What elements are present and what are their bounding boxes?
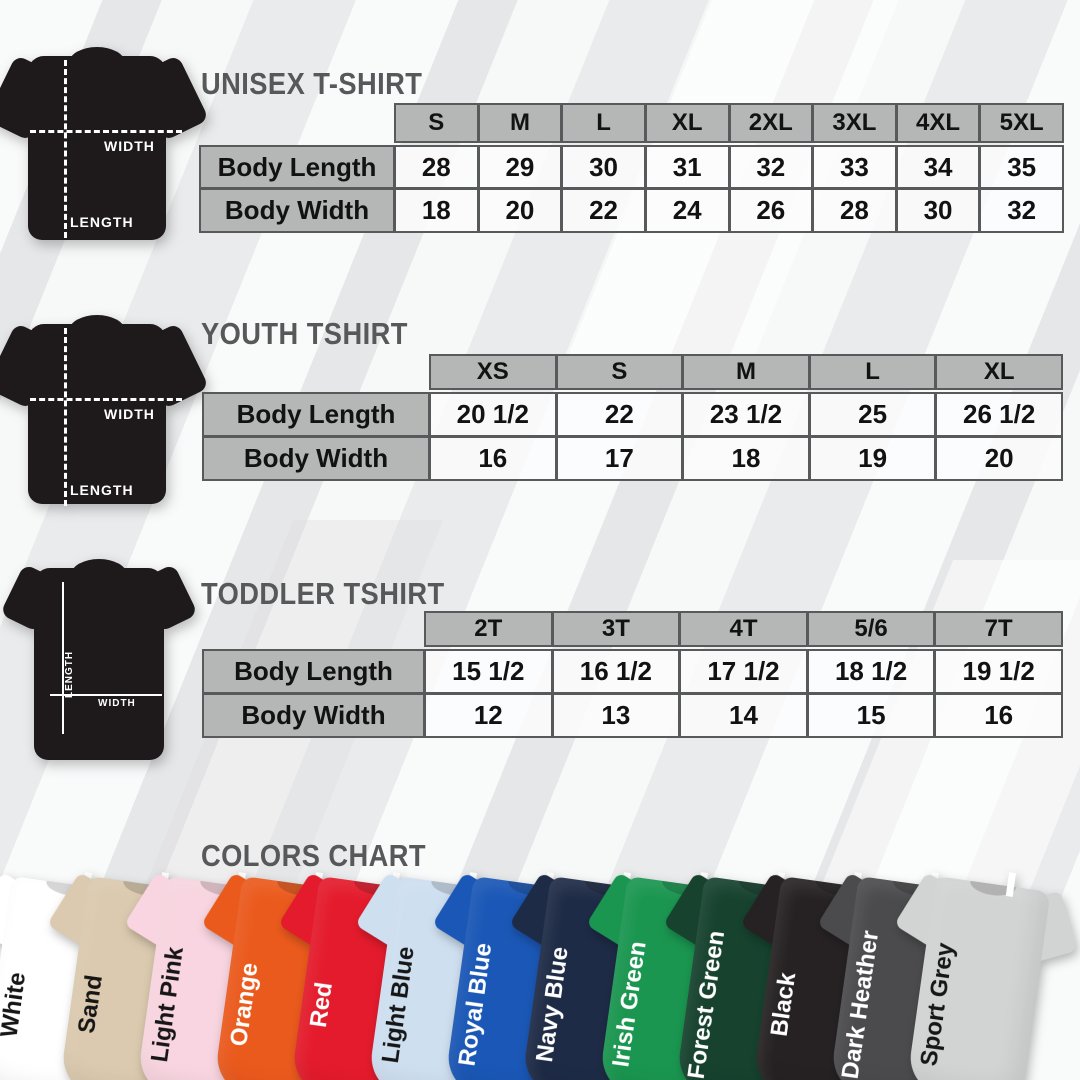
length-measure-line <box>62 582 64 734</box>
size-value-cell: 25 <box>808 392 937 437</box>
measurement-row-label: Body Width <box>202 436 430 481</box>
size-value-cell: 18 1/2 <box>806 649 936 694</box>
length-measure-line <box>64 328 67 506</box>
size-column-header: XL <box>644 103 730 143</box>
size-column-header: 7T <box>934 611 1063 647</box>
size-value-cell: 30 <box>561 145 646 189</box>
size-column-header: XS <box>429 354 557 390</box>
size-column-header: S <box>555 354 684 390</box>
size-value-cell: 23 1/2 <box>682 392 810 437</box>
size-value-cell: 19 <box>808 436 937 481</box>
size-value-cell: 15 1/2 <box>424 649 553 694</box>
size-value-cell: 35 <box>979 145 1064 189</box>
size-column-header: 3T <box>551 611 681 647</box>
size-column-header: 4XL <box>895 103 981 143</box>
size-value-cell: 22 <box>561 188 646 233</box>
length-measure-line <box>64 60 67 238</box>
size-column-header: 2XL <box>728 103 814 143</box>
size-column-header: S <box>394 103 479 143</box>
youth-shirt-measure-diagram: WIDTH LENGTH <box>0 312 210 510</box>
unisex-section-title: UNISEX T-SHIRT <box>201 66 423 101</box>
size-value-cell: 33 <box>812 145 897 189</box>
size-column-header: 5XL <box>979 103 1064 143</box>
table-corner-cell <box>203 612 425 650</box>
table-corner-cell <box>203 355 430 393</box>
size-column-header: L <box>808 354 937 390</box>
measurement-row-label: Body Width <box>202 693 425 738</box>
size-value-cell: 34 <box>895 145 981 189</box>
size-value-cell: 18 <box>682 436 810 481</box>
shirt-collar <box>69 315 125 333</box>
width-label: WIDTH <box>104 138 155 154</box>
size-column-header: XL <box>935 354 1063 390</box>
size-value-cell: 31 <box>644 145 730 189</box>
shirt-collar <box>69 47 125 65</box>
size-value-cell: 20 1/2 <box>429 392 557 437</box>
width-label: WIDTH <box>98 698 136 709</box>
size-value-cell: 19 1/2 <box>934 649 1063 694</box>
measurement-row-label: Body Length <box>202 392 430 437</box>
size-value-cell: 29 <box>477 145 563 189</box>
size-value-cell: 13 <box>551 693 681 738</box>
size-column-header: 4T <box>679 611 808 647</box>
size-value-cell: 16 <box>934 693 1063 738</box>
size-column-header: 2T <box>424 611 553 647</box>
size-value-cell: 18 <box>394 188 479 233</box>
size-value-cell: 26 1/2 <box>935 392 1063 437</box>
size-value-cell: 26 <box>728 188 814 233</box>
youth-size-table: XS S M L XL Body Length 20 1/2 22 23 1/2 25 26 1/2… <box>202 354 1063 481</box>
youth-section-title: YOUTH TSHIRT <box>201 316 408 351</box>
size-column-header: 3XL <box>812 103 897 143</box>
size-value-cell: 28 <box>812 188 897 233</box>
size-value-cell: 17 <box>555 436 684 481</box>
toddler-section-title: TODDLER TSHIRT <box>201 576 445 611</box>
measurement-row-label: Body Length <box>199 145 395 189</box>
size-value-cell: 16 1/2 <box>551 649 681 694</box>
colors-chart-title: COLORS CHART <box>201 838 427 873</box>
size-column-header: M <box>682 354 810 390</box>
size-value-cell: 32 <box>979 188 1064 233</box>
size-value-cell: 24 <box>644 188 730 233</box>
toddler-size-table: 2T 3T 4T 5/6 7T Body Length 15 1/2 16 1/2 17 1/2… <box>202 611 1063 738</box>
length-label: LENGTH <box>64 650 75 698</box>
size-value-cell: 17 1/2 <box>679 649 808 694</box>
shirt-body <box>28 324 166 504</box>
size-value-cell: 12 <box>424 693 553 738</box>
width-measure-line <box>30 130 182 133</box>
size-column-header: L <box>561 103 646 143</box>
measurement-row-label: Body Length <box>202 649 425 694</box>
width-measure-line <box>50 694 162 696</box>
size-value-cell: 16 <box>429 436 557 481</box>
size-value-cell: 15 <box>806 693 936 738</box>
size-column-header: 5/6 <box>806 611 936 647</box>
measurement-row-label: Body Width <box>199 188 395 233</box>
shirt-collar <box>71 559 127 577</box>
table-corner-cell <box>200 104 395 146</box>
size-value-cell: 20 <box>477 188 563 233</box>
size-value-cell: 22 <box>555 392 684 437</box>
size-value-cell: 30 <box>895 188 981 233</box>
color-swatch-shirts-row: White Sand Light Pink Orange Red Light Blue Ro… <box>0 870 1080 1080</box>
unisex-shirt-measure-diagram: WIDTH LENGTH <box>0 44 210 246</box>
size-value-cell: 28 <box>394 145 479 189</box>
length-label: LENGTH <box>70 482 134 498</box>
unisex-size-table: S M L XL 2XL 3XL 4XL 5XL Body Length 28 29 30 31 32 33… <box>199 103 1064 233</box>
size-value-cell: 32 <box>728 145 814 189</box>
width-label: WIDTH <box>104 406 155 422</box>
width-measure-line <box>30 398 182 401</box>
shirt-body <box>28 56 166 240</box>
size-column-header: M <box>477 103 563 143</box>
size-value-cell: 20 <box>935 436 1063 481</box>
length-label: LENGTH <box>70 214 134 230</box>
shirt-body <box>34 568 164 760</box>
color-swatch-shirt: Sport Grey <box>878 858 1080 1080</box>
toddler-shirt-measure-diagram: WIDTH LENGTH <box>0 556 199 766</box>
size-value-cell: 14 <box>679 693 808 738</box>
